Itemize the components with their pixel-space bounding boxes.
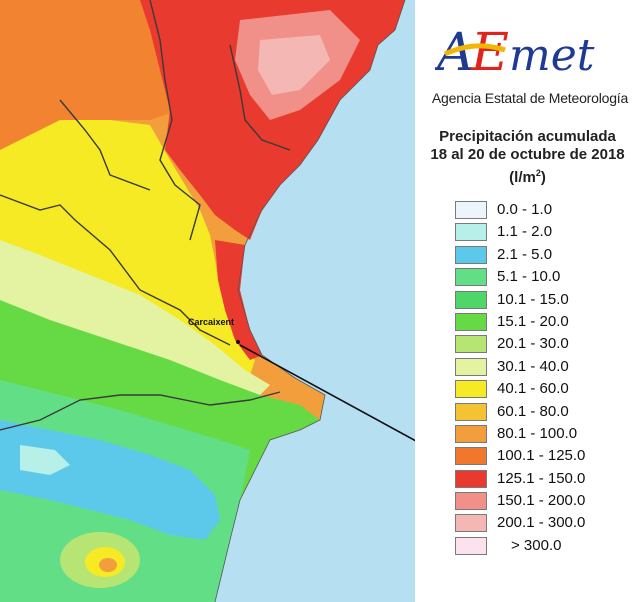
legend-label: 150.1 - 200.0: [497, 492, 586, 510]
legend-title-line1: Precipitación acumulada: [439, 128, 616, 145]
legend-title: Precipitación acumulada 18 al 20 de octu…: [415, 128, 640, 187]
city-label-carcaixent: Carcaixent: [188, 317, 234, 327]
legend-swatch: [455, 424, 487, 443]
legend-label: 0.0 - 1.0: [497, 201, 553, 218]
legend-label: 2.1 - 5.0: [497, 245, 553, 263]
svg-text:A: A: [435, 23, 475, 83]
coastal-hotspot: [215, 240, 262, 360]
legend-label: > 300.0: [511, 536, 562, 554]
legend-swatch: [455, 492, 487, 511]
legend-swatch: [455, 245, 487, 264]
legend-swatch: [455, 514, 487, 533]
legend-swatch: [455, 335, 487, 354]
legend-label: 1.1 - 2.0: [497, 223, 553, 241]
legend-swatch: [455, 312, 487, 331]
zone-200-300: [258, 35, 330, 95]
legend-label: 80.1 - 100.0: [497, 424, 578, 442]
legend-label: 40.1 - 60.0: [497, 380, 569, 398]
legend-swatch: [455, 469, 487, 488]
legend-label: 200.1 - 300.0: [497, 514, 586, 532]
legend-swatch: [455, 290, 487, 309]
legend-label: 125.1 - 150.0: [497, 469, 586, 487]
legend-swatch: [455, 536, 487, 555]
legend-label: 15.1 - 20.0: [497, 312, 569, 330]
legend-title-unit: (l/m2): [509, 168, 546, 186]
legend-label: 60.1 - 80.0: [497, 402, 569, 420]
legend-swatch: [455, 402, 487, 421]
coastline: [214, 0, 406, 602]
legend-label: 5.1 - 10.0: [497, 268, 561, 286]
legend-swatch: [455, 380, 487, 399]
svg-text:met: met: [509, 30, 595, 81]
callout-arrow-line: [239, 344, 420, 445]
legend-swatch: [455, 223, 487, 242]
svg-text:E: E: [470, 23, 509, 83]
precipitation-map: Carcaixent: [0, 0, 420, 602]
legend-label: 30.1 - 40.0: [497, 357, 569, 375]
zone-1-2: [20, 445, 70, 475]
agency-name: Agencia Estatal de Meteorología: [431, 90, 629, 106]
city-marker-carcaixent: [236, 340, 240, 344]
aemet-logo: A E met: [435, 23, 595, 83]
legend-swatch: [455, 268, 487, 287]
legend-swatch: [455, 201, 487, 219]
legend-label: 10.1 - 15.0: [497, 290, 569, 308]
legend-panel: A E met Agencia Estatal de Meteorología …: [415, 0, 640, 602]
legend-label: 100.1 - 125.0: [497, 447, 586, 465]
legend-label: 20.1 - 30.0: [497, 335, 569, 353]
legend-swatch: [455, 357, 487, 376]
legend-swatch: [455, 447, 487, 466]
legend-title-line2: 18 al 20 de octubre de 2018: [430, 146, 625, 163]
province-border: [0, 0, 291, 431]
southern-hotspot-core: [99, 558, 117, 572]
